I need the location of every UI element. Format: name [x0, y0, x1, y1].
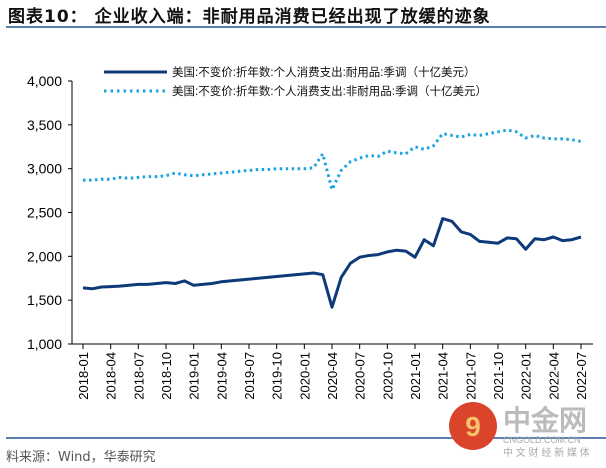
- footer-rule: [6, 437, 606, 439]
- x-tick-label: 2021-04: [436, 352, 451, 400]
- y-tick-label: 3,000: [27, 161, 62, 177]
- line-chart: 美国:不变价:折年数:个人消费支出:耐用品:季调（十亿美元） 美国:不变价:折年…: [27, 65, 593, 400]
- legend-label-nondurable: 美国:不变价:折年数:个人消费支出:非耐用品:季调（十亿美元）: [172, 84, 487, 98]
- x-tick-label: 2019-04: [214, 352, 229, 400]
- logo-icon: [449, 402, 497, 450]
- svg-text:9: 9: [465, 411, 481, 442]
- x-tick-label: 2018-01: [76, 352, 91, 400]
- watermark-slogan: 中 文 财 经 新 媒 体: [503, 446, 590, 458]
- x-tick-label: 2021-07: [463, 352, 478, 400]
- x-tick-label: 2018-10: [159, 352, 174, 400]
- x-tick-label: 2020-10: [380, 352, 395, 400]
- series-line-nondurable: [83, 128, 582, 192]
- x-tick-label: 2022-07: [574, 352, 589, 400]
- x-tick-label: 2019-10: [270, 352, 285, 400]
- x-tick-label: 2021-10: [491, 352, 506, 400]
- x-tick-label: 2019-01: [187, 352, 202, 400]
- watermark-url: CNGOLD.COM.CN: [503, 435, 581, 445]
- x-tick-label: 2020-07: [353, 352, 368, 400]
- title-rule: [6, 26, 606, 28]
- y-tick-label: 1,500: [27, 292, 62, 308]
- figure-title: 图表10： 企业收入端：非耐用品消费已经出现了放缓的迹象: [8, 7, 491, 27]
- y-tick-label: 1,000: [27, 336, 62, 352]
- x-tick-label: 2020-01: [297, 352, 312, 400]
- x-tick-label: 2019-07: [242, 352, 257, 400]
- x-tick-label: 2021-01: [408, 352, 423, 400]
- y-tick-label: 2,500: [27, 205, 62, 221]
- x-tick-label: 2022-01: [519, 352, 534, 400]
- legend-label-durable: 美国:不变价:折年数:个人消费支出:耐用品:季调（十亿美元）: [172, 65, 475, 79]
- x-tick-label: 2018-07: [131, 352, 146, 400]
- series-line-durable: [82, 217, 582, 309]
- y-tick-label: 4,000: [27, 73, 62, 89]
- x-tick-label: 2022-04: [546, 352, 561, 400]
- watermark-logo: 9 中金网 CNGOLD.COM.CN 中 文 财 经 新 媒 体: [448, 398, 598, 463]
- legend: 美国:不变价:折年数:个人消费支出:耐用品:季调（十亿美元） 美国:不变价:折年…: [104, 65, 487, 98]
- y-tick-label: 3,500: [27, 117, 62, 133]
- watermark-name: 中金网: [503, 404, 587, 436]
- y-tick-label: 2,000: [27, 248, 62, 264]
- source-note: 料来源：Wind，华泰研究: [6, 450, 156, 465]
- x-tick-label: 2020-04: [325, 352, 340, 400]
- x-tick-label: 2018-04: [104, 352, 119, 400]
